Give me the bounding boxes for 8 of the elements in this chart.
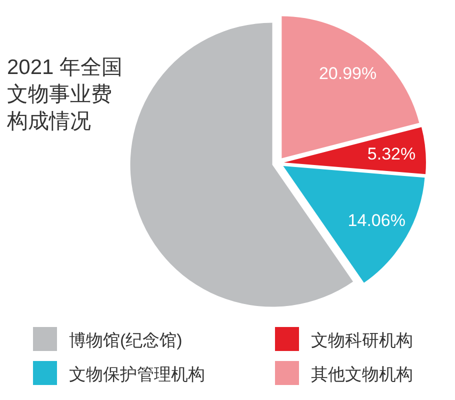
legend-label: 文物科研机构 [311,331,413,350]
data-label: 5.32% [367,144,416,164]
legend-label: 文物保护管理机构 [69,365,205,384]
data-label: 20.99% [318,64,377,83]
text: 2021 年全国文物事业费构成情况 [6,56,123,133]
legend-label: 其他文物机构 [311,365,413,384]
data-label: 14.06% [348,211,406,230]
legend-label: 博物馆(纪念馆) [69,331,182,350]
